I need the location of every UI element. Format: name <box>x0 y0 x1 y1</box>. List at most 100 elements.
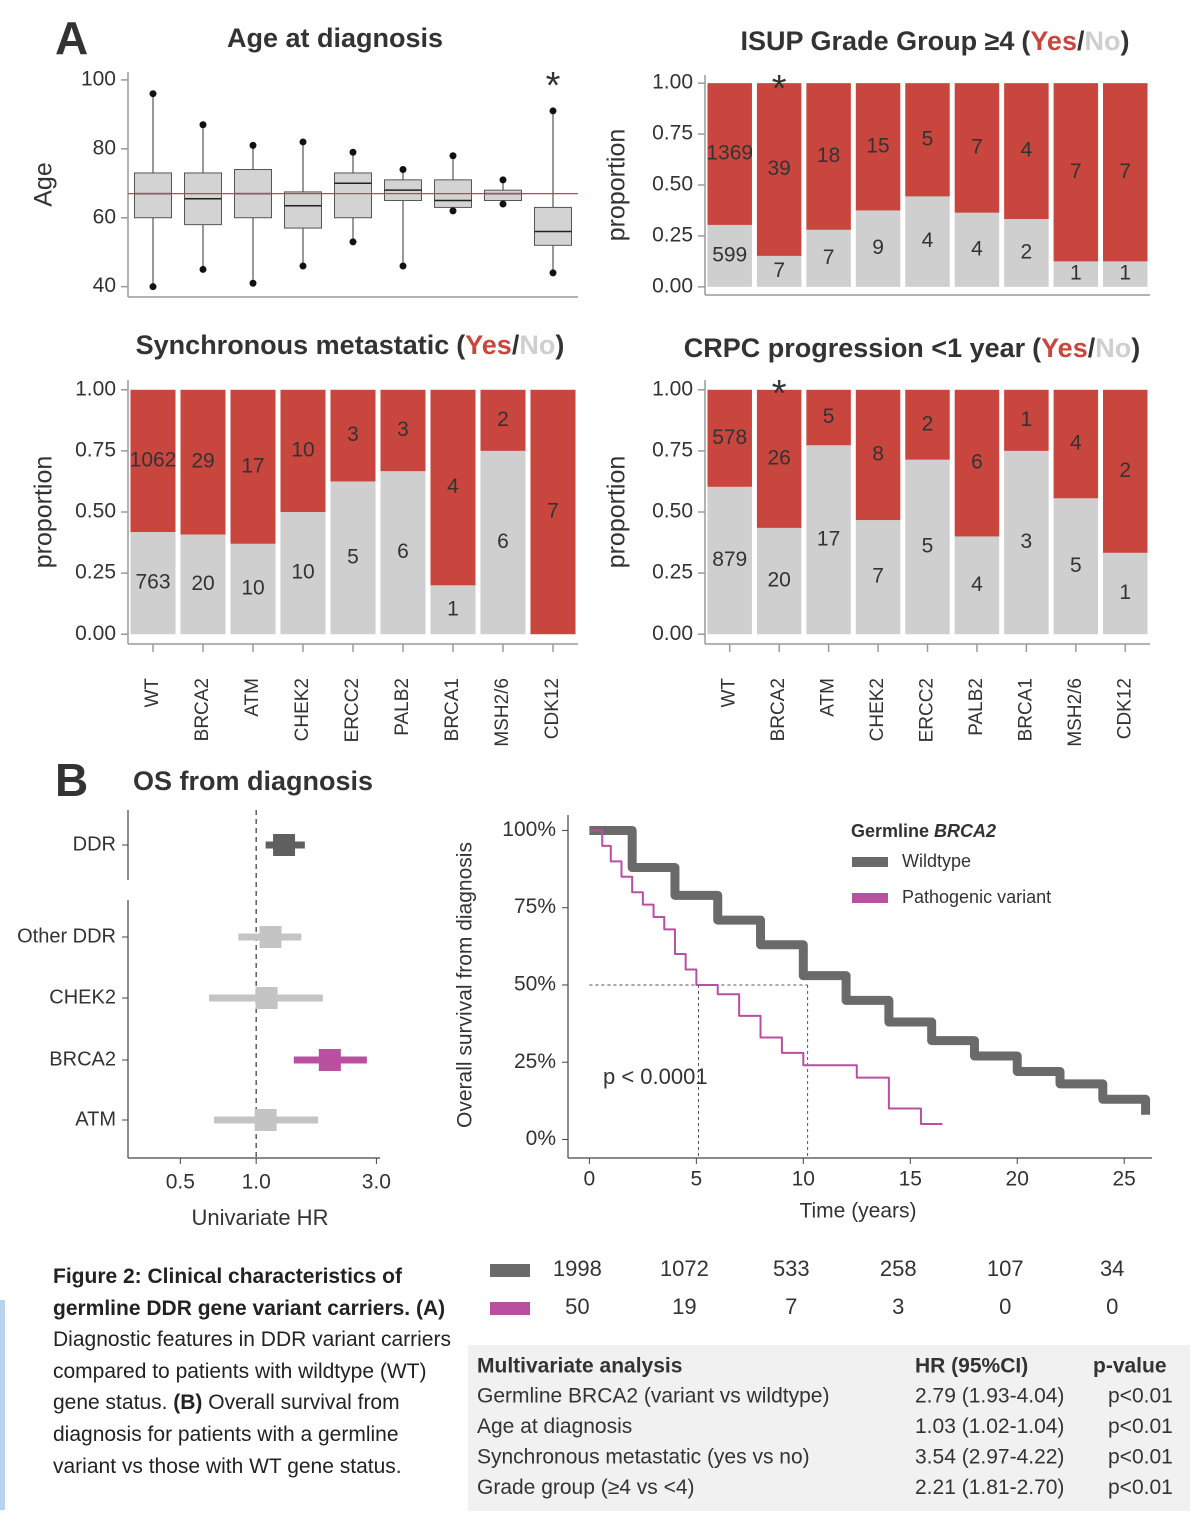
table-cell: 2.79 (1.93-4.04) <box>915 1385 1064 1408</box>
y-tick-label: 0.50 <box>652 500 693 523</box>
legend-entry: No <box>1084 26 1120 56</box>
x-tick-label: 10 <box>792 1168 815 1191</box>
count-label: 7 <box>1119 160 1131 183</box>
count-label: 4 <box>922 229 934 252</box>
legend-bracket: ( <box>1021 26 1030 56</box>
bar-segment <box>707 486 752 635</box>
bar-segment <box>905 196 950 287</box>
count-label: 7 <box>773 259 785 282</box>
count-label: 5 <box>1070 554 1082 577</box>
count-label: 18 <box>817 144 840 167</box>
x-tick-label: ATM <box>242 678 263 717</box>
x-tick-label: WT <box>719 678 740 708</box>
box <box>284 191 322 229</box>
side-bar <box>0 1300 5 1510</box>
x-tick-label: ERCC2 <box>342 678 363 742</box>
count-label: 10 <box>291 561 314 584</box>
count-label: 2 <box>922 412 934 435</box>
x-tick-label: 5 <box>691 1168 703 1191</box>
count-label: 6 <box>497 530 509 553</box>
x-tick-label: 25 <box>1113 1168 1136 1191</box>
y-tick-label: 25% <box>514 1050 556 1073</box>
count-label: 599 <box>712 243 747 266</box>
bar-segment <box>1004 450 1049 635</box>
at-risk-count: 3 <box>892 1294 904 1319</box>
bar-segment <box>1053 498 1099 635</box>
count-label: 17 <box>241 454 264 477</box>
estimate <box>259 926 282 948</box>
count-label: 1369 <box>706 142 753 165</box>
whisker-end <box>449 207 457 215</box>
chart-title: Synchronous metastatic (Yes/No) <box>136 330 565 360</box>
whisker-end <box>449 152 457 160</box>
y-tick-label: 0.75 <box>652 438 693 461</box>
legend-entry: No <box>519 330 555 360</box>
x-tick-label: 1.0 <box>242 1171 271 1194</box>
x-tick-label: BRCA2 <box>192 678 213 741</box>
legend-separator: / <box>512 330 520 360</box>
whisker-end <box>399 262 407 270</box>
y-tick-label: 50% <box>514 973 556 996</box>
bar-segment <box>1004 83 1049 220</box>
significance-star: * <box>772 68 787 110</box>
y-tick-label: 0.25 <box>652 223 693 246</box>
count-label: 15 <box>866 134 889 157</box>
at-risk-count: 19 <box>672 1294 696 1319</box>
bar-segment <box>1103 552 1148 635</box>
bar-segment <box>1053 389 1099 499</box>
legend-bracket: ( <box>1032 333 1041 363</box>
y-tick-label: BRCA2 <box>49 1048 116 1070</box>
y-axis-label: proportion <box>603 456 631 569</box>
bar-segment <box>855 520 901 635</box>
caption-bold: (A) <box>410 1296 446 1320</box>
y-axis-label: Age <box>30 162 58 206</box>
legend-entry: Yes <box>1030 26 1077 56</box>
bar-segment <box>855 389 901 521</box>
legend-label: Pathogenic variant <box>902 887 1051 907</box>
count-label: 7 <box>823 246 835 269</box>
estimate <box>255 987 278 1009</box>
table-cell: Age at diagnosis <box>477 1415 632 1438</box>
y-tick-label: 0.75 <box>75 438 116 461</box>
table-header: HR (95%CI) <box>915 1355 1028 1378</box>
y-tick-label: 0.75 <box>652 122 693 145</box>
whisker-end <box>249 279 257 287</box>
bar-segment <box>180 534 226 635</box>
bar-segment <box>707 83 752 225</box>
estimate <box>254 1109 277 1131</box>
count-label: 3 <box>1021 530 1033 553</box>
bar-segment <box>954 83 1000 213</box>
x-tick-label: WT <box>142 678 163 708</box>
x-tick-label: 0 <box>584 1168 596 1191</box>
count-label: 10 <box>291 438 314 461</box>
bar-segment <box>756 527 802 635</box>
x-tick-label: CHEK2 <box>292 678 313 741</box>
bar-segment <box>130 389 176 533</box>
count-label: 7 <box>1070 160 1082 183</box>
count-label: 8 <box>872 442 884 465</box>
table-cell: p<0.01 <box>1108 1476 1173 1499</box>
y-tick-label: 1.00 <box>75 377 116 400</box>
bar-segment <box>756 255 802 287</box>
y-tick-label: 0.50 <box>652 173 693 196</box>
x-tick-label: PALB2 <box>966 678 987 736</box>
legend-entry: Yes <box>1041 333 1088 363</box>
bar-segment <box>380 389 426 472</box>
whisker-end <box>249 141 257 149</box>
legend-label: Wildtype <box>902 851 971 871</box>
count-label: 5 <box>922 535 934 558</box>
bar-segment <box>905 389 950 460</box>
count-label: 578 <box>712 426 747 449</box>
significance-star: * <box>546 65 561 107</box>
legend-bracket: ) <box>555 330 564 360</box>
count-label: 7 <box>971 135 983 158</box>
bar-segment <box>905 83 950 197</box>
caption-bold: (B) <box>173 1391 203 1415</box>
bar-segment <box>954 212 1000 287</box>
table-cell: 3.54 (2.97-4.22) <box>915 1446 1064 1469</box>
whisker-end <box>199 121 207 129</box>
count-label: 1 <box>1070 262 1082 285</box>
legend-title-text: Germline <box>851 821 929 841</box>
at-risk-count: 258 <box>880 1256 917 1281</box>
